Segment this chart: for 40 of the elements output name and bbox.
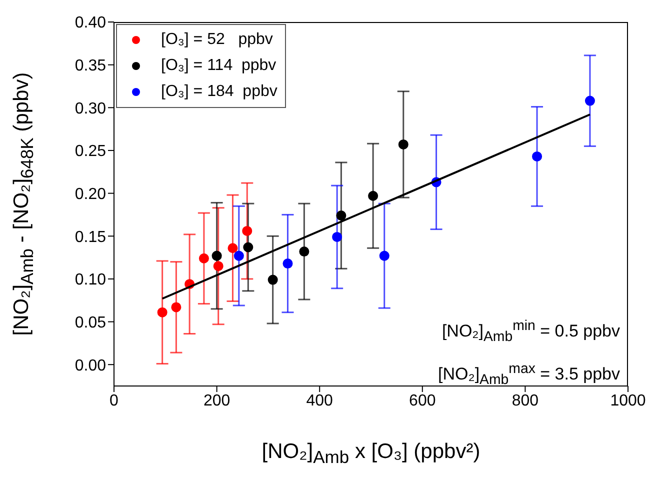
annotation: [NO₂]$_{Amb}$$^{min}$ = 0.5 ppbv (440, 317, 620, 348)
point (584, 96, 595, 106)
y-tick-label: 0.40 (74, 14, 106, 32)
y-tick-label: 0.20 (74, 186, 106, 203)
point (243, 242, 254, 252)
point (332, 232, 342, 242)
annotation: [NO₂]$_{Amb}$$^{max}$ = 3.5 ppbv (438, 361, 620, 388)
point (368, 190, 378, 201)
point (268, 274, 278, 285)
legend-label: [O₃] = 184 ppbv (161, 82, 278, 102)
point (242, 226, 252, 236)
x-tick-label: 0 (110, 392, 119, 410)
point (198, 253, 209, 264)
point (212, 250, 222, 261)
point (213, 261, 224, 272)
point (234, 250, 244, 261)
x-tick-label: 800 (512, 392, 539, 410)
y-tick-label: 0.15 (74, 228, 106, 246)
point (282, 258, 293, 269)
x-tick-label: 200 (203, 392, 230, 410)
y-tick-label: 0.10 (74, 272, 106, 289)
y-tick-label: 0.00 (74, 357, 106, 374)
point (171, 302, 182, 312)
x-tick-label: 400 (306, 392, 334, 410)
point (228, 243, 238, 254)
point (336, 210, 346, 221)
point (398, 139, 408, 150)
legend-label: [O₃] = 52 ppbv (161, 30, 273, 50)
point (157, 307, 168, 318)
y-tick-label: 0.35 (74, 58, 106, 75)
point (532, 151, 542, 162)
point (299, 246, 310, 257)
x-axis-title: [NO₂]$_{Amb}$ x [O₃] (ppbv²) (260, 440, 482, 468)
point (379, 250, 390, 261)
y-tick-label: 0.05 (74, 314, 106, 332)
x-tick-label: 1000 (610, 392, 646, 410)
y-tick-label: 0.25 (74, 143, 106, 160)
x-tick-label: 600 (409, 392, 436, 410)
y-tick-label: 0.30 (74, 100, 106, 118)
legend-label: [O₃] = 114 ppbv (161, 56, 276, 76)
